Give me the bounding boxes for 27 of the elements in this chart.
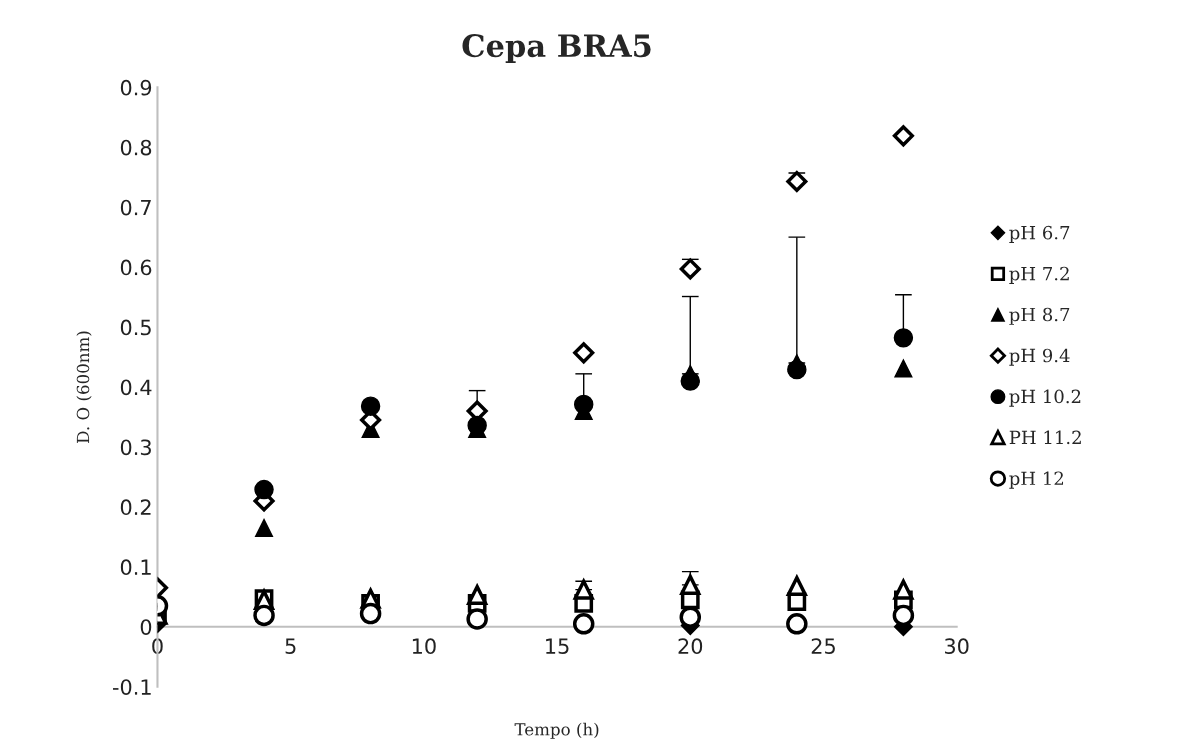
x-tick-label: 10 (412, 638, 436, 655)
x-tick-label: 5 (285, 638, 296, 655)
x-tick-label: 20 (678, 638, 703, 655)
legend-label: pH 12 (1009, 471, 1064, 489)
y-tick-label: 0.7 (120, 199, 151, 216)
y-tick-label: 0.8 (120, 139, 152, 156)
x-tick-label: 30 (945, 638, 969, 655)
y-tick-label: 0.1 (120, 559, 151, 576)
y-tick-label: 0.2 (120, 499, 151, 516)
legend-label: pH 8.7 (1009, 307, 1070, 325)
y-tick-label: -0.1 (112, 679, 151, 695)
legend-label: pH 10.2 (1009, 389, 1081, 407)
x-tick-label: 25 (811, 638, 835, 655)
y-tick-label: 0.4 (120, 379, 152, 396)
y-axis-title: D. O (600nm) (76, 331, 92, 443)
x-axis-title: Tempo (h) (514, 722, 599, 739)
chart-title: Cepa BRA5 (462, 34, 651, 64)
legend-label: pH 7.2 (1009, 266, 1069, 284)
legend-label: PH 11.2 (1009, 430, 1081, 445)
y-tick-label: 0.6 (120, 259, 152, 276)
x-tick-label: 15 (546, 638, 569, 655)
legend-label: pH 9.4 (1009, 348, 1070, 366)
y-tick-label: 0.9 (120, 79, 152, 96)
legend-label: pH 6.7 (1009, 225, 1070, 243)
y-tick-label: 0 (140, 619, 152, 635)
y-tick-label: 0.3 (120, 439, 151, 456)
y-tick-label: 0.5 (120, 319, 151, 336)
